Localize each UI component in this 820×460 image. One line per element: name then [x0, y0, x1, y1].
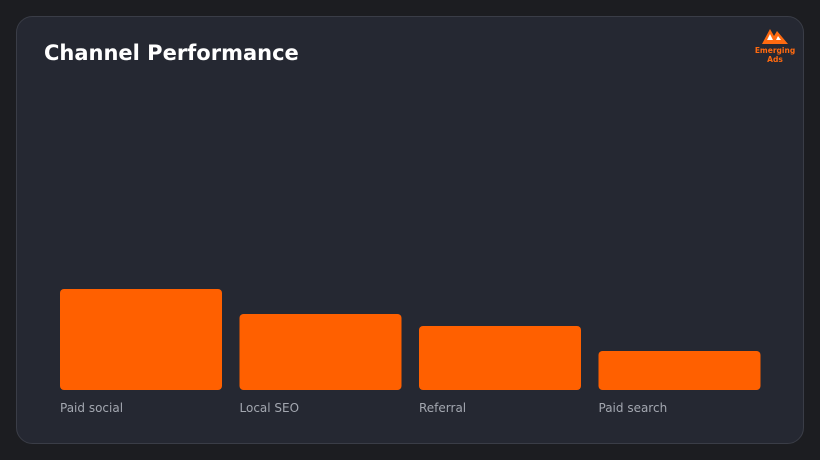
brand-text: Ads [767, 55, 783, 64]
bar [239, 314, 402, 390]
x-tick-label: Referral [419, 401, 466, 415]
x-tick-label: Paid social [60, 401, 123, 415]
chart-title: Channel Performance [44, 41, 299, 65]
x-tick-label: Paid search [599, 401, 668, 415]
logo-icon-detail [767, 34, 781, 40]
logo-icon [762, 29, 788, 44]
bar [598, 351, 761, 390]
bar [419, 326, 581, 390]
brand-logo: Emerging Ads [755, 29, 795, 64]
x-tick-label: Local SEO [240, 401, 300, 415]
brand-text: Emerging [755, 46, 795, 55]
bar [60, 289, 222, 390]
